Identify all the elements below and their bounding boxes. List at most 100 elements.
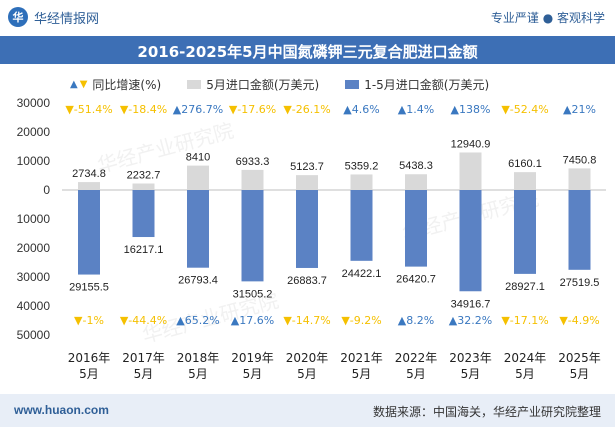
x-category-label: 2022年 (395, 351, 438, 365)
growth-may-label: ▼-17.6% (229, 103, 276, 116)
y-tick-label: 40000 (17, 299, 51, 313)
growth-may-label: ▲138% (451, 103, 491, 116)
x-category-label: 2018年 (177, 351, 220, 365)
legend-may-label: 5月进口金额(万美元) (206, 78, 320, 92)
chart-title: 2016-2025年5月中国氮磷钾三元复合肥进口金额 (137, 43, 478, 61)
may-value-label: 8410 (186, 152, 210, 164)
growth-cum-label: ▲8.2% (398, 314, 434, 327)
x-category-label: 5月 (461, 367, 481, 381)
y-tick-label: 30000 (17, 270, 51, 284)
cumulative-bar (568, 190, 591, 270)
chart-legend: ▲ ▼ 同比增速(%) 5月进口金额(万美元) 1-5月进口金额(万美元) (70, 76, 489, 93)
growth-may-label: ▼-18.4% (120, 103, 167, 116)
legend-cumulative-swatch (345, 80, 360, 89)
cumulative-bar (296, 190, 318, 268)
x-category-label: 5月 (188, 367, 208, 381)
cumulative-bar (187, 190, 209, 268)
growth-cum-label: ▲32.2% (449, 314, 492, 327)
x-category-label: 5月 (406, 367, 426, 381)
x-category-label: 2025年 (558, 351, 601, 365)
cumulative-bar (241, 190, 264, 282)
legend-cumulative: 1-5月进口金额(万美元) (345, 76, 489, 93)
may-bar (405, 174, 427, 190)
growth-cum-label: ▼-17.1% (501, 314, 548, 327)
growth-cum-label: ▲17.6% (231, 314, 274, 327)
may-value-label: 6160.1 (508, 158, 542, 170)
y-tick-label: 0 (43, 183, 50, 197)
cumulative-value-label: 34916.7 (451, 298, 491, 310)
chart-plot: 30000 20000 10000 0 10000 20000 30000 40000 5000… (17, 96, 606, 381)
may-bar (187, 165, 209, 190)
may-value-label: 7450.8 (563, 154, 597, 166)
growth-may-label: ▲1.4% (398, 103, 434, 116)
growth-may-label: ▼-26.1% (283, 103, 330, 116)
x-category-label: 5月 (297, 367, 317, 381)
x-category-label: 2017年 (122, 351, 165, 365)
x-category-label: 2019年 (231, 351, 274, 365)
may-value-label: 5438.3 (399, 160, 433, 172)
x-category-label: 5月 (352, 367, 372, 381)
growth-may-label: ▲4.6% (343, 103, 379, 116)
may-bar (132, 183, 155, 190)
x-category-label: 2020年 (286, 351, 329, 365)
x-category-label: 5月 (134, 367, 154, 381)
growth-cum-label: ▲65.2% (176, 314, 219, 327)
growth-may-label: ▲21% (563, 103, 596, 116)
title-bar: 2016-2025年5月中国氮磷钾三元复合肥进口金额 (0, 36, 615, 64)
may-value-label: 2232.7 (127, 170, 161, 182)
growth-cum-label: ▼-9.2% (341, 314, 381, 327)
growth-cum-label: ▼-14.7% (283, 314, 330, 327)
cumulative-value-label: 27519.5 (560, 277, 600, 289)
y-tick-label: 30000 (17, 96, 51, 110)
may-value-label: 12940.9 (451, 138, 491, 150)
x-category-label: 2016年 (68, 351, 111, 365)
may-bar (568, 168, 591, 190)
footer: www.huaon.com 数据来源：中国海关，华经产业研究院整理 (0, 394, 615, 427)
may-bar (459, 152, 482, 190)
growth-cum-label: ▼-4.9% (559, 314, 599, 327)
x-category-label: 2021年 (340, 351, 383, 365)
cumulative-bar (405, 190, 427, 267)
brand-name: 华经情报网 (34, 11, 100, 27)
may-bar (241, 169, 264, 190)
x-category-label: 5月 (570, 367, 590, 381)
cumulative-bar (459, 190, 482, 292)
brand: 华 华经情报网 (8, 7, 99, 27)
legend-may: 5月进口金额(万美元) (187, 76, 319, 93)
brand-logo-icon: 华 (8, 7, 28, 27)
cumulative-bar (514, 190, 536, 274)
may-bar (514, 172, 536, 190)
growth-cum-label: ▼-44.4% (120, 314, 167, 327)
tagline: 专业严谨 ● 客观科学 (490, 11, 605, 25)
growth-may-label: ▼-52.4% (501, 103, 548, 116)
footer-website[interactable]: www.huaon.com (14, 403, 109, 417)
cumulative-bar (132, 190, 155, 238)
may-value-label: 2734.8 (72, 168, 106, 180)
cumulative-bar (78, 190, 100, 275)
cumulative-value-label: 16217.1 (124, 244, 164, 256)
may-value-label: 5359.2 (345, 160, 379, 172)
cumulative-value-label: 31505.2 (233, 288, 273, 300)
growth-may-label: ▲276.7% (173, 103, 223, 116)
cumulative-value-label: 26793.4 (178, 275, 218, 287)
y-tick-label: 50000 (17, 328, 51, 342)
y-tick-label: 20000 (17, 241, 51, 255)
legend-growth-label: 同比增速(%) (92, 78, 162, 92)
may-bar (296, 175, 318, 190)
legend-may-swatch (187, 80, 202, 89)
y-tick-label: 10000 (17, 154, 51, 168)
x-category-label: 5月 (79, 367, 99, 381)
footer-source: 数据来源：中国海关，华经产业研究院整理 (372, 405, 601, 419)
may-value-label: 5123.7 (290, 161, 324, 173)
cumulative-value-label: 28927.1 (505, 281, 545, 293)
growth-cum-label: ▼-1% (74, 314, 104, 327)
x-category-label: 5月 (243, 367, 263, 381)
may-value-label: 6933.3 (236, 156, 270, 168)
x-category-label: 5月 (515, 367, 535, 381)
up-triangle-icon: ▲ (70, 79, 78, 90)
y-tick-label: 20000 (17, 125, 51, 139)
down-triangle-icon: ▼ (79, 79, 88, 90)
cumulative-value-label: 26883.7 (287, 275, 327, 287)
cumulative-value-label: 24422.1 (342, 268, 382, 280)
cumulative-value-label: 26420.7 (396, 274, 436, 286)
